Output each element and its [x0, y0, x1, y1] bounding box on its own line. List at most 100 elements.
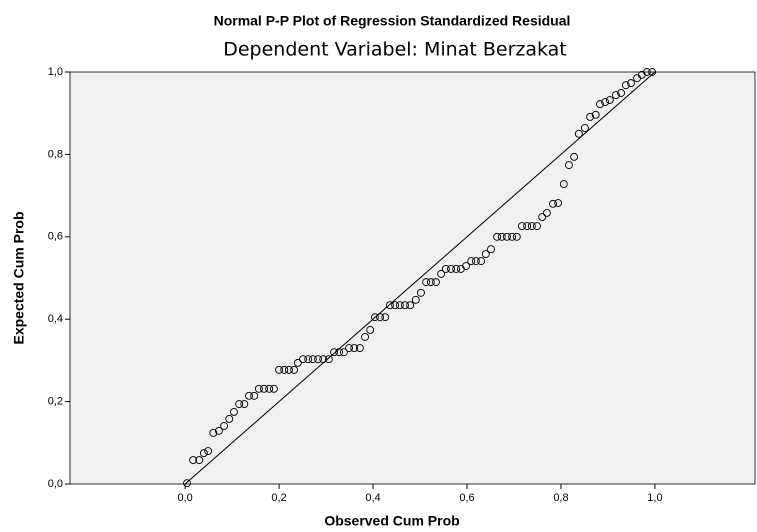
point	[611, 91, 620, 100]
y-tick-label: 0,6	[48, 231, 63, 243]
point	[335, 348, 344, 357]
point	[447, 264, 455, 273]
y-tick-label: 0,8	[48, 148, 63, 160]
point	[586, 112, 595, 121]
point	[417, 288, 425, 297]
point	[591, 110, 600, 119]
point	[355, 344, 364, 352]
point	[411, 295, 420, 304]
point	[426, 278, 435, 287]
point	[314, 355, 323, 364]
point	[366, 325, 375, 334]
y-axis-label: Expected Cum Prob	[11, 211, 27, 344]
point	[437, 269, 446, 278]
point	[381, 313, 390, 322]
point	[621, 81, 630, 90]
point	[642, 68, 651, 76]
point	[265, 384, 274, 393]
point	[245, 391, 253, 400]
point	[518, 222, 526, 231]
x-tick-label: 0,4	[365, 492, 380, 504]
point	[235, 400, 244, 409]
point	[523, 222, 532, 231]
x-axis-label: Observed Cum Prob	[324, 513, 459, 529]
point	[220, 421, 229, 430]
point	[406, 301, 415, 310]
point	[471, 257, 480, 266]
point	[280, 365, 289, 374]
x-tick-label: 1,0	[647, 492, 662, 504]
point	[574, 129, 583, 138]
point	[502, 232, 511, 241]
point	[462, 262, 471, 271]
point	[209, 428, 218, 437]
point	[339, 348, 348, 357]
plot-area	[69, 71, 756, 485]
point	[538, 213, 547, 221]
point	[493, 232, 502, 241]
point	[627, 79, 635, 88]
point	[605, 96, 614, 104]
point	[601, 98, 610, 107]
point	[299, 355, 307, 364]
point	[183, 479, 191, 488]
x-tick-label: 0,6	[459, 492, 474, 504]
point	[361, 332, 369, 341]
point	[293, 358, 302, 367]
point	[195, 456, 204, 465]
point	[350, 344, 359, 352]
point	[240, 400, 249, 409]
point	[370, 313, 379, 322]
point	[250, 391, 259, 400]
x-tick-label: 0,8	[553, 492, 568, 504]
point	[508, 232, 517, 241]
point	[330, 348, 338, 357]
x-tick-label: 0,0	[177, 492, 192, 504]
y-tick-label: 0,2	[48, 396, 63, 408]
point	[596, 100, 604, 109]
point	[376, 313, 385, 322]
point	[225, 414, 234, 423]
point	[527, 222, 536, 231]
x-tick-label: 0,2	[271, 492, 286, 504]
point	[570, 152, 579, 161]
point	[487, 245, 495, 254]
point	[565, 161, 573, 170]
point	[554, 199, 563, 207]
point	[533, 222, 541, 231]
y-tick-label: 0,4	[48, 313, 63, 325]
y-tick-label: 1,0	[48, 66, 63, 78]
point	[308, 355, 317, 364]
point	[290, 365, 299, 374]
point	[260, 384, 268, 393]
point	[452, 264, 461, 273]
point	[345, 344, 354, 352]
point	[497, 232, 506, 241]
point	[199, 449, 208, 458]
point	[559, 180, 568, 189]
point	[481, 250, 490, 259]
point	[324, 355, 333, 364]
point	[189, 456, 198, 465]
point	[275, 365, 284, 374]
point	[648, 68, 657, 76]
point	[580, 124, 589, 132]
point	[542, 208, 551, 217]
point	[204, 447, 213, 455]
point	[432, 278, 440, 287]
point	[391, 301, 400, 310]
point	[467, 257, 476, 266]
point	[477, 257, 486, 266]
point	[284, 365, 293, 374]
point	[401, 301, 409, 310]
point	[214, 426, 223, 435]
point	[617, 89, 626, 97]
point	[395, 301, 404, 310]
reference-line	[184, 71, 656, 485]
point	[512, 232, 521, 241]
point	[304, 355, 313, 364]
point	[319, 355, 328, 364]
point	[254, 384, 263, 393]
y-tick-label: 0,0	[48, 478, 63, 490]
